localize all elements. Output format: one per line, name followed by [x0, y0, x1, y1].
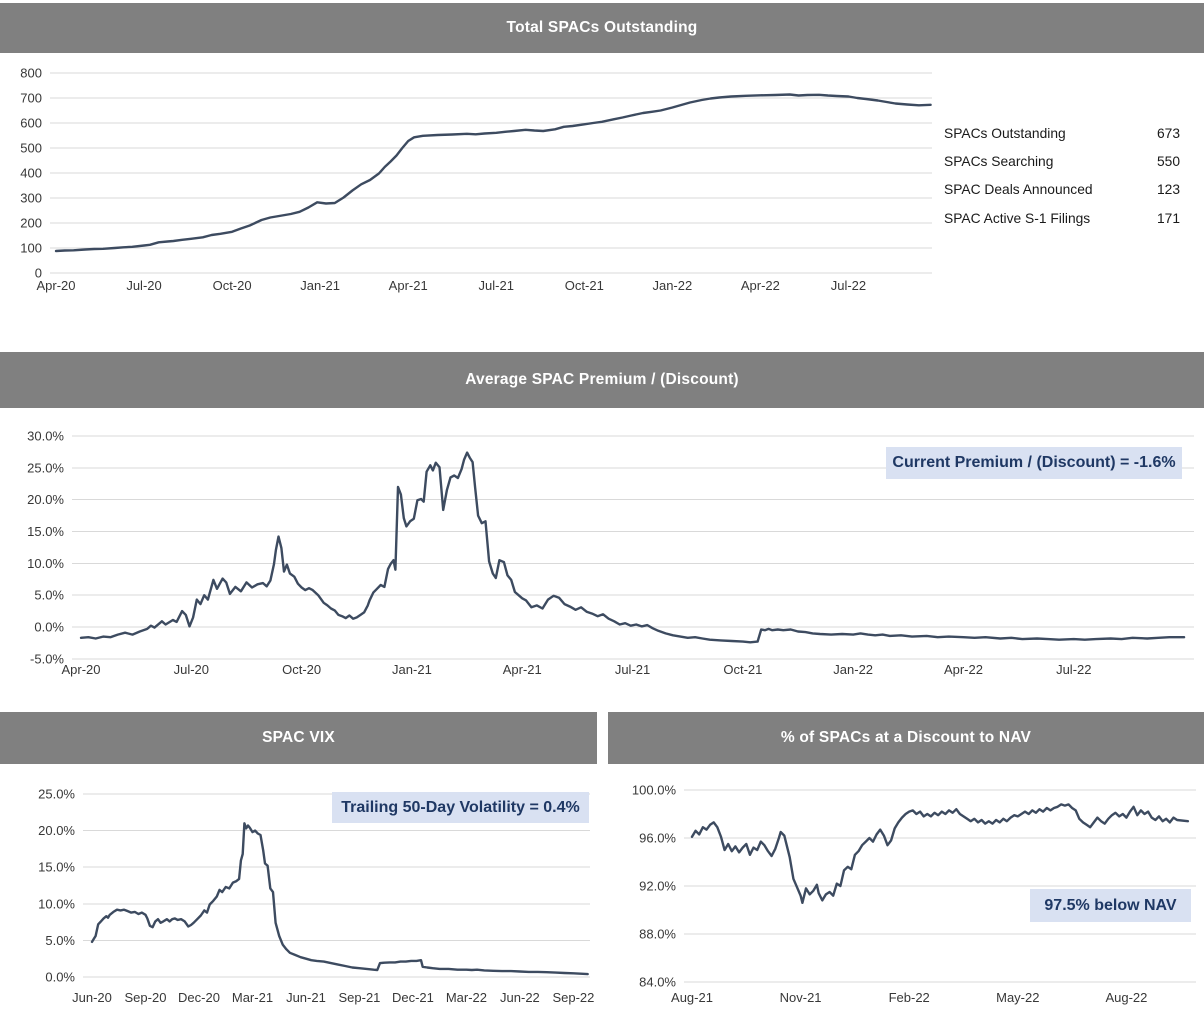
svg-text:Jul-20: Jul-20: [126, 278, 161, 293]
stat-label: SPAC Active S-1 Filings: [944, 210, 1091, 226]
svg-text:5.0%: 5.0%: [45, 933, 75, 948]
svg-text:Sep-21: Sep-21: [338, 990, 380, 1005]
svg-text:May-22: May-22: [996, 990, 1039, 1005]
svg-text:92.0%: 92.0%: [639, 879, 676, 894]
svg-text:15.0%: 15.0%: [38, 860, 75, 875]
svg-text:Apr-20: Apr-20: [61, 662, 100, 677]
svg-text:Dec-20: Dec-20: [178, 990, 220, 1005]
spac-stats-panel: SPACs Outstanding 673 SPACs Searching 55…: [944, 119, 1180, 232]
below-nav-annotation-text: 97.5% below NAV: [1044, 896, 1177, 914]
total-spacs-line-chart: 0 100 200 300 400 500 600 700 800 Apr-20 Jul-20 Oct…: [20, 66, 932, 293]
svg-text:30.0%: 30.0%: [27, 429, 64, 444]
svg-text:Jan-22: Jan-22: [833, 662, 873, 677]
svg-text:5.0%: 5.0%: [34, 588, 64, 603]
svg-text:Sep-22: Sep-22: [552, 990, 594, 1005]
svg-text:Jul-20: Jul-20: [174, 662, 209, 677]
svg-text:10.0%: 10.0%: [27, 556, 64, 571]
svg-text:Apr-20: Apr-20: [36, 278, 75, 293]
svg-text:Mar-22: Mar-22: [446, 990, 487, 1005]
current-premium-annotation-text: Current Premium / (Discount) = -1.6%: [892, 454, 1176, 471]
svg-text:Jun-21: Jun-21: [286, 990, 326, 1005]
stat-value: 171: [1156, 210, 1180, 226]
stat-label: SPAC Deals Announced: [944, 182, 1093, 198]
stat-value: 673: [1156, 125, 1180, 141]
svg-text:Apr-22: Apr-22: [741, 278, 780, 293]
svg-text:Jan-21: Jan-21: [300, 278, 340, 293]
svg-text:Jun-22: Jun-22: [500, 990, 540, 1005]
trailing-volatility-annotation-text: Trailing 50-Day Volatility = 0.4%: [341, 798, 580, 816]
stat-row-spacs-searching: SPACs Searching 550: [944, 147, 1180, 175]
discount-to-nav-line-chart: 84.0% 88.0% 92.0% 96.0% 100.0% Aug-21 Nov-21 Fe…: [632, 783, 1196, 1005]
spac-vix-line-chart: 0.0% 5.0% 10.0% 15.0% 20.0% 25.0% Jun-20 Sep-20…: [38, 787, 594, 1006]
chart-header-premium-discount: Average SPAC Premium / (Discount): [0, 352, 1204, 408]
svg-text:Jul-22: Jul-22: [831, 278, 866, 293]
svg-text:Jul-21: Jul-21: [479, 278, 514, 293]
current-premium-annotation: Current Premium / (Discount) = -1.6%: [886, 447, 1182, 479]
svg-text:Jul-22: Jul-22: [1056, 662, 1091, 677]
svg-text:Oct-20: Oct-20: [282, 662, 321, 677]
chart-title-premium-discount: Average SPAC Premium / (Discount): [465, 371, 739, 388]
svg-text:Jun-20: Jun-20: [72, 990, 112, 1005]
svg-text:Aug-21: Aug-21: [671, 990, 713, 1005]
below-nav-annotation: 97.5% below NAV: [1030, 889, 1191, 922]
svg-text:Jan-21: Jan-21: [392, 662, 432, 677]
svg-text:-5.0%: -5.0%: [30, 651, 64, 666]
stat-label: SPACs Outstanding: [944, 125, 1066, 141]
svg-text:400: 400: [20, 166, 42, 181]
premium-discount-line-chart: -5.0% 0.0% 5.0% 10.0% 15.0% 20.0% 25.0% 30.0% Ap…: [27, 429, 1194, 677]
svg-text:10.0%: 10.0%: [38, 896, 75, 911]
svg-text:200: 200: [20, 216, 42, 231]
svg-text:25.0%: 25.0%: [27, 460, 64, 475]
svg-text:15.0%: 15.0%: [27, 524, 64, 539]
svg-text:Jul-21: Jul-21: [615, 662, 650, 677]
svg-text:Sep-20: Sep-20: [125, 990, 167, 1005]
stat-row-spacs-outstanding: SPACs Outstanding 673: [944, 119, 1180, 147]
svg-text:Apr-22: Apr-22: [944, 662, 983, 677]
chart-header-total-spacs: Total SPACs Outstanding: [0, 3, 1204, 53]
chart-title-spac-vix: SPAC VIX: [262, 729, 335, 746]
svg-text:0: 0: [35, 266, 42, 281]
svg-text:20.0%: 20.0%: [38, 823, 75, 838]
svg-text:96.0%: 96.0%: [639, 831, 676, 846]
svg-text:25.0%: 25.0%: [38, 787, 75, 802]
svg-text:700: 700: [20, 91, 42, 106]
svg-text:Oct-21: Oct-21: [565, 278, 604, 293]
svg-text:0.0%: 0.0%: [34, 620, 64, 635]
trailing-volatility-annotation: Trailing 50-Day Volatility = 0.4%: [332, 792, 589, 823]
svg-text:800: 800: [20, 66, 42, 81]
svg-text:0.0%: 0.0%: [45, 970, 75, 985]
stat-label: SPACs Searching: [944, 153, 1054, 169]
stat-value: 550: [1156, 153, 1180, 169]
svg-text:100: 100: [20, 241, 42, 256]
stat-value: 123: [1156, 182, 1180, 198]
chart-header-discount-to-nav: % of SPACs at a Discount to NAV: [608, 712, 1204, 764]
svg-text:Mar-21: Mar-21: [232, 990, 273, 1005]
chart-title-total-spacs: Total SPACs Outstanding: [506, 19, 698, 36]
svg-text:84.0%: 84.0%: [639, 975, 676, 990]
svg-text:Jan-22: Jan-22: [652, 278, 692, 293]
svg-text:88.0%: 88.0%: [639, 927, 676, 942]
svg-text:600: 600: [20, 116, 42, 131]
chart-header-spac-vix: SPAC VIX: [0, 712, 597, 764]
svg-text:Oct-20: Oct-20: [213, 278, 252, 293]
svg-text:Feb-22: Feb-22: [889, 990, 930, 1005]
svg-text:Apr-21: Apr-21: [503, 662, 542, 677]
svg-text:100.0%: 100.0%: [632, 783, 677, 798]
svg-text:500: 500: [20, 141, 42, 156]
chart-title-discount-to-nav: % of SPACs at a Discount to NAV: [780, 729, 1032, 746]
svg-text:Aug-22: Aug-22: [1105, 990, 1147, 1005]
stat-row-s1-filings: SPAC Active S-1 Filings 171: [944, 204, 1180, 232]
svg-text:Oct-21: Oct-21: [723, 662, 762, 677]
svg-text:Apr-21: Apr-21: [389, 278, 428, 293]
svg-text:Dec-21: Dec-21: [392, 990, 434, 1005]
svg-text:20.0%: 20.0%: [27, 492, 64, 507]
stat-row-deals-announced: SPAC Deals Announced 123: [944, 176, 1180, 204]
svg-text:Nov-21: Nov-21: [780, 990, 822, 1005]
svg-text:300: 300: [20, 191, 42, 206]
